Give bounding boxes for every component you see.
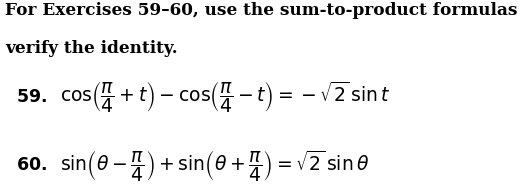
Text: $\mathbf{60.}$: $\mathbf{60.}$	[16, 157, 46, 174]
Text: $\sin\!\left(\theta - \dfrac{\pi}{4}\right) + \sin\!\left(\theta + \dfrac{\pi}{4: $\sin\!\left(\theta - \dfrac{\pi}{4}\rig…	[60, 148, 369, 184]
Text: $\mathbf{59.}$: $\mathbf{59.}$	[16, 89, 46, 106]
Text: $\cos\!\left(\dfrac{\pi}{4} + t\right) - \cos\!\left(\dfrac{\pi}{4} - t\right) =: $\cos\!\left(\dfrac{\pi}{4} + t\right) -…	[60, 79, 390, 116]
Text: verify the identity.: verify the identity.	[5, 40, 178, 57]
Text: For Exercises 59–60, use the sum-to-product formulas to: For Exercises 59–60, use the sum-to-prod…	[5, 2, 522, 19]
